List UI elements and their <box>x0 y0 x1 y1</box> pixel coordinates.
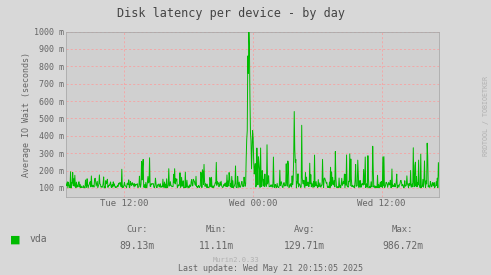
Text: Avg:: Avg: <box>294 225 315 234</box>
Text: Max:: Max: <box>392 225 413 234</box>
Text: ■: ■ <box>10 234 20 244</box>
Text: 11.11m: 11.11m <box>198 241 234 251</box>
Text: vda: vda <box>29 234 47 244</box>
Text: Min:: Min: <box>205 225 227 234</box>
Text: Cur:: Cur: <box>127 225 148 234</box>
Text: Disk latency per device - by day: Disk latency per device - by day <box>117 7 345 20</box>
Text: Last update: Wed May 21 20:15:05 2025: Last update: Wed May 21 20:15:05 2025 <box>178 264 362 273</box>
Text: RRDTOOL / TOBIOETKER: RRDTOOL / TOBIOETKER <box>483 76 489 155</box>
Y-axis label: Average IO Wait (seconds): Average IO Wait (seconds) <box>22 52 31 177</box>
Text: 986.72m: 986.72m <box>382 241 423 251</box>
Text: 89.13m: 89.13m <box>120 241 155 251</box>
Text: 129.71m: 129.71m <box>284 241 325 251</box>
Text: Murin2.0.33: Murin2.0.33 <box>212 257 259 263</box>
